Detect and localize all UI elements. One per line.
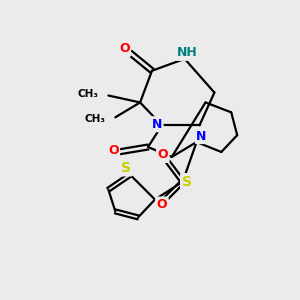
Text: O: O [108,143,119,157]
Text: N: N [196,130,207,142]
Text: S: S [182,175,192,189]
Text: O: O [119,42,130,56]
Text: N: N [152,118,162,131]
Text: O: O [157,198,167,211]
Text: O: O [158,148,168,161]
Text: CH₃: CH₃ [77,88,98,98]
Text: CH₃: CH₃ [84,114,105,124]
Text: S: S [121,161,131,175]
Text: NH: NH [177,46,198,59]
